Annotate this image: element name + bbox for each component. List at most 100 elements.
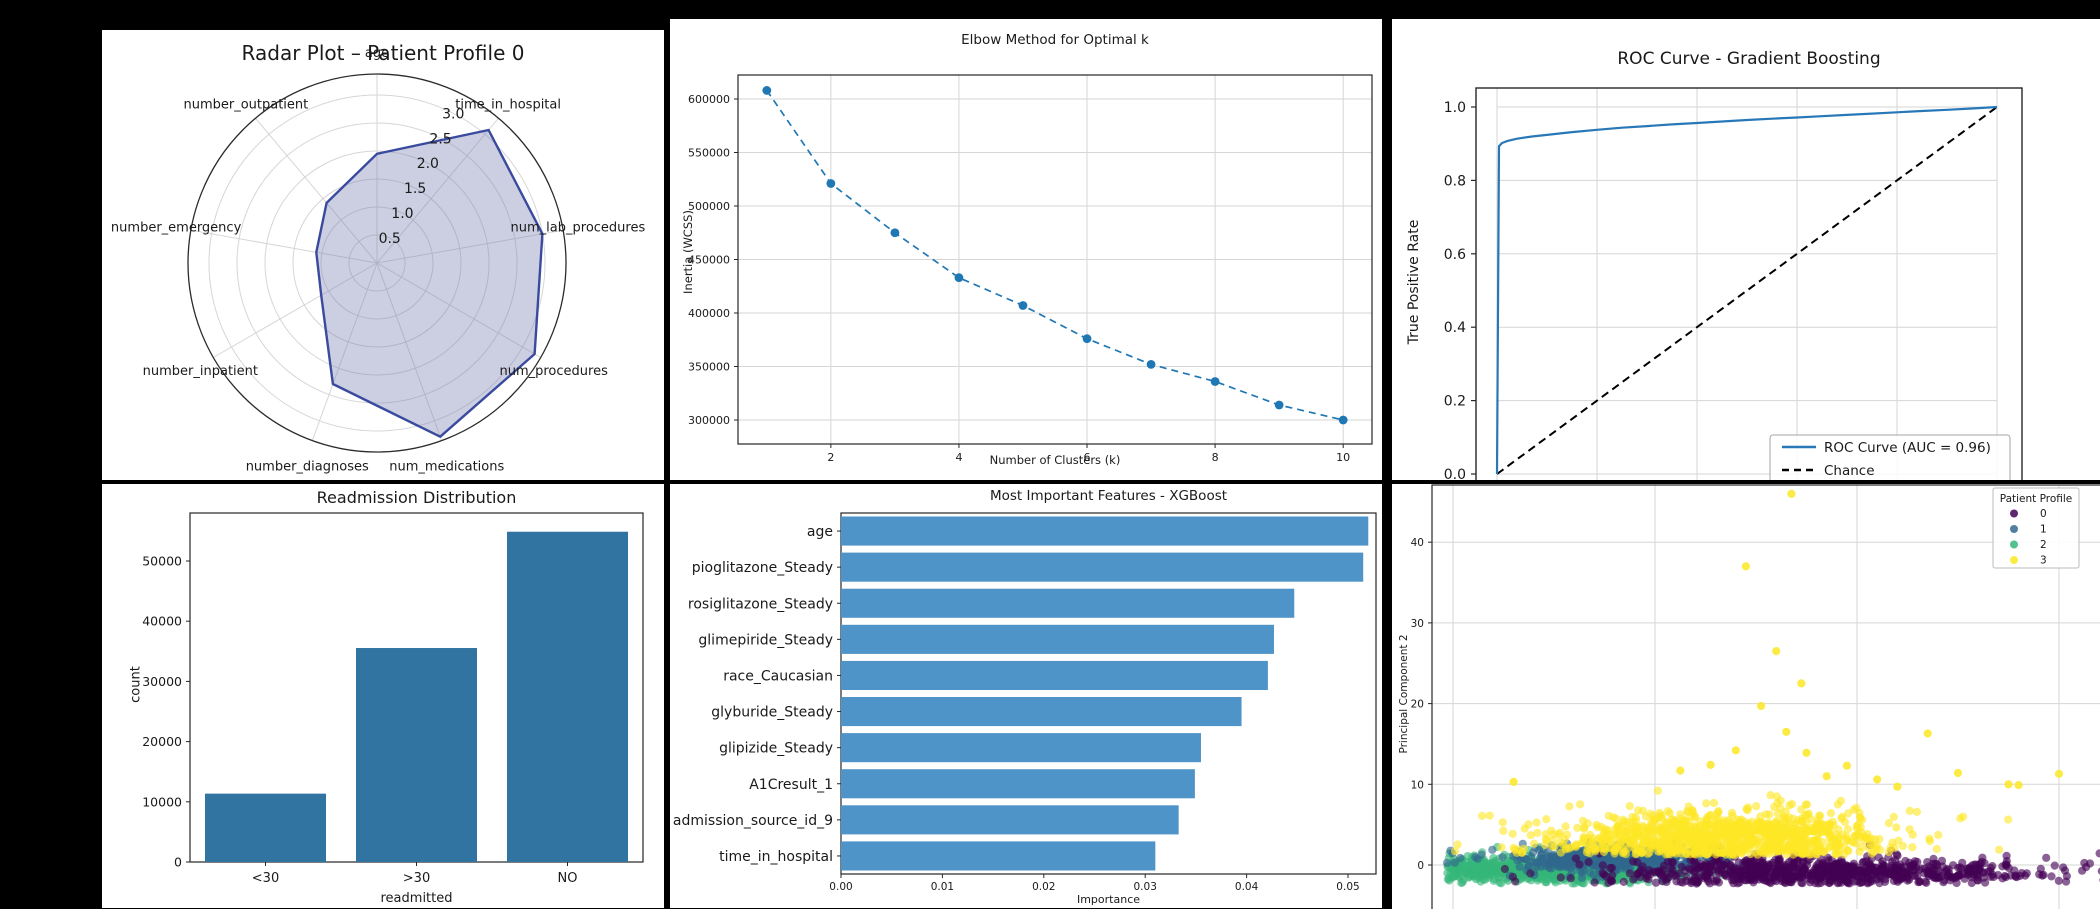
scatter-point [1817,866,1825,874]
elbow-xaxis-label: Number of Clusters (k) [738,453,1372,467]
scatter-point [1499,818,1507,826]
y-tick-label: 0.4 [1444,320,1466,336]
scatter-outlier-point [1873,775,1881,783]
scatter-point [1699,849,1707,857]
scatter-point [1758,819,1766,827]
scatter-point [1488,859,1496,867]
scatter-point [1557,849,1565,857]
scatter-point [1949,861,1957,869]
scatter-point [1669,866,1677,874]
scatter-point [1800,867,1808,875]
y-tick-label: 0.6 [1444,247,1466,263]
scatter-point [1765,862,1773,870]
radar-category-label: time_in_hospital [455,98,561,113]
scatter-point [1702,799,1710,807]
scatter-point [1562,822,1570,830]
legend-dot-0 [2010,510,2018,518]
scatter-point [1745,830,1753,838]
scatter-point [1844,847,1852,855]
scatter-point [1735,866,1743,874]
bar-2 [507,532,628,862]
x-tick-label: 0.00 [829,881,852,893]
scatter-point [1765,810,1773,818]
scatter-point [1628,813,1636,821]
y-tick-label: 50000 [142,554,182,569]
elbow-marker [955,273,964,282]
radar-category-label: num_lab_procedures [511,221,646,236]
scatter-outlier-point [1732,746,1740,754]
scatter-point [1443,859,1451,867]
scatter-point [1767,791,1775,799]
hbar-0 [841,517,1368,546]
scatter-point [1951,874,1959,882]
scatter-outlier-point [1676,767,1684,775]
roc-yaxis-label: True Positive Rate [1406,132,1422,432]
scatter-legend-label: 0 [2040,508,2047,520]
scatter-point [1557,873,1565,881]
scatter-point [1527,831,1535,839]
scatter-point [1558,858,1566,866]
scatter-point [1762,826,1770,834]
scatter-point [1834,825,1842,833]
scatter-point [1850,806,1858,814]
elbow-marker [890,228,899,237]
x-category-label: NO [558,871,578,886]
elbow-marker [1275,401,1284,410]
scatter-point [1682,873,1690,881]
scatter-point [1501,865,1509,873]
scatter-point [1713,877,1721,885]
scatter-point [2096,849,2100,857]
feature-label: rosiglitazone_Steady [688,596,833,612]
scatter-outlier-point [1954,769,1962,777]
scatter-point [1664,857,1672,865]
feature-label: A1Cresult_1 [749,777,833,793]
scatter-point [1583,845,1591,853]
scatter-point [1685,864,1693,872]
elbow-marker [1339,416,1348,425]
scatter-point [1837,797,1845,805]
scatter-point [1499,827,1507,835]
scatter-point [1875,872,1883,880]
scatter-point [1520,845,1528,853]
scatter-point [1629,875,1637,883]
x-tick-label: 0.01 [931,881,954,893]
scatter-point [1654,787,1662,795]
radar-category-label: num_procedures [499,364,608,379]
scatter-point [1576,800,1584,808]
scatter-point [1778,877,1786,885]
scatter-point [1529,849,1537,857]
scatter-point [1959,813,1967,821]
scatter-point [1488,846,1496,854]
scatter-point [1743,838,1751,846]
y-tick-label: 0.2 [1444,394,1466,410]
scatter-point [1723,823,1731,831]
scatter-point [1938,857,1946,865]
scatter-point [2086,859,2094,867]
scatter-point [1802,801,1810,809]
feature-label: age [807,524,833,540]
scatter-outlier-point [2055,770,2063,778]
scatter-point [1451,859,1459,867]
scatter-point [1894,837,1902,845]
scatter-point [1686,839,1694,847]
scatter-point [1542,854,1550,862]
scatter-point [1585,858,1593,866]
scatter-point [1615,822,1623,830]
hbar-3 [841,625,1274,654]
x-tick-label: 0.03 [1134,881,1157,893]
scatter-point [1591,847,1599,855]
scatter-point [1913,808,1921,816]
scatter-point [1713,831,1721,839]
feature-importance-chart-svg: agepioglitazone_Steadyrosiglitazone_Stea… [670,484,1382,908]
scatter-point [1860,836,1868,844]
scatter-point [1478,851,1486,859]
scatter-point [1814,836,1822,844]
scatter-point [1618,837,1626,845]
chance-line [1497,107,1997,474]
scatter-point [1788,800,1796,808]
hbar-2 [841,589,1294,618]
y-tick-label: 0.8 [1444,173,1466,189]
